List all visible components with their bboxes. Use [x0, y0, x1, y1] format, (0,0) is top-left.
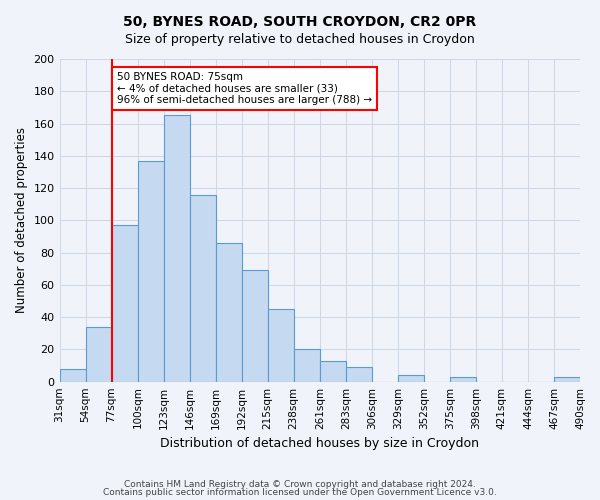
Bar — [190, 194, 215, 382]
Bar — [59, 369, 86, 382]
Text: Contains HM Land Registry data © Crown copyright and database right 2024.: Contains HM Land Registry data © Crown c… — [124, 480, 476, 489]
Bar — [554, 377, 580, 382]
Bar — [164, 116, 190, 382]
Bar — [450, 377, 476, 382]
Bar — [112, 225, 137, 382]
Bar — [294, 350, 320, 382]
Bar — [398, 375, 424, 382]
Bar — [346, 367, 372, 382]
Text: Contains public sector information licensed under the Open Government Licence v3: Contains public sector information licen… — [103, 488, 497, 497]
Bar — [242, 270, 268, 382]
Text: 50, BYNES ROAD, SOUTH CROYDON, CR2 0PR: 50, BYNES ROAD, SOUTH CROYDON, CR2 0PR — [124, 15, 476, 29]
Bar — [320, 360, 346, 382]
X-axis label: Distribution of detached houses by size in Croydon: Distribution of detached houses by size … — [160, 437, 479, 450]
Text: Size of property relative to detached houses in Croydon: Size of property relative to detached ho… — [125, 32, 475, 46]
Text: 50 BYNES ROAD: 75sqm
← 4% of detached houses are smaller (33)
96% of semi-detach: 50 BYNES ROAD: 75sqm ← 4% of detached ho… — [117, 72, 372, 105]
Y-axis label: Number of detached properties: Number of detached properties — [15, 128, 28, 314]
Bar — [86, 327, 112, 382]
Bar — [268, 309, 294, 382]
Bar — [215, 243, 242, 382]
Bar — [137, 160, 164, 382]
